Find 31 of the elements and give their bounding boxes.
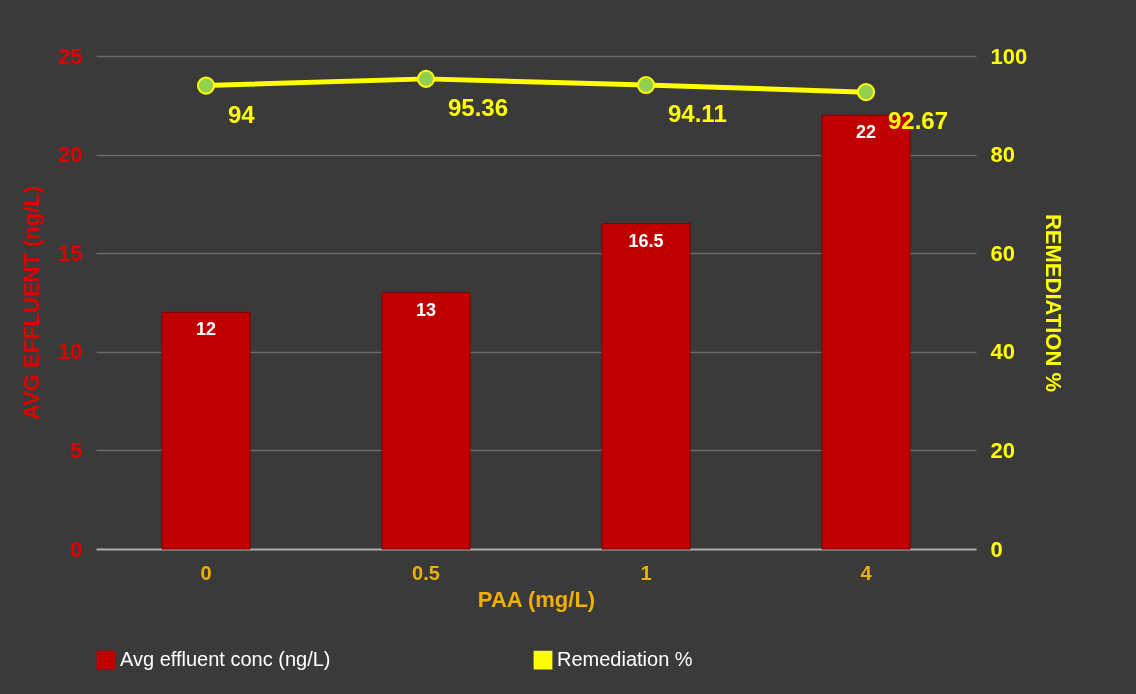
y2-tick-label: 60 bbox=[990, 240, 1015, 266]
data-label: 95.36 bbox=[448, 93, 509, 121]
data-label: 94 bbox=[228, 100, 256, 128]
y-tick-label: 10 bbox=[58, 339, 83, 365]
y-axis-title: AVG EFFLUENT (ng/L) bbox=[19, 185, 45, 421]
data-label: 94.11 bbox=[668, 100, 727, 128]
legend-label: Remediation % bbox=[557, 648, 693, 671]
data-label: 16.5 bbox=[628, 230, 664, 251]
y2-tick-label: 40 bbox=[990, 339, 1015, 365]
bar bbox=[161, 311, 251, 550]
y2-tick-label: 0 bbox=[990, 536, 1003, 562]
y2-axis-title: REMEDIATION % bbox=[1041, 213, 1067, 393]
y-tick-label: 0 bbox=[70, 536, 83, 562]
x-axis-title: PAA (mg/L) bbox=[477, 586, 596, 612]
data-label: 22 bbox=[855, 122, 877, 143]
bar bbox=[601, 223, 691, 550]
y-tick-label: 15 bbox=[58, 240, 83, 266]
y2-tick-label: 20 bbox=[990, 437, 1015, 463]
x-tick-label: 0 bbox=[200, 561, 212, 584]
x-tick-label: 1 bbox=[640, 561, 652, 584]
data-label: 12 bbox=[195, 319, 217, 340]
data-label: 13 bbox=[415, 299, 437, 320]
y-tick-label: 20 bbox=[58, 142, 83, 168]
y-tick-label: 25 bbox=[58, 43, 83, 69]
x-tick-label: 0.5 bbox=[412, 561, 440, 584]
y2-tick-label: 80 bbox=[990, 142, 1015, 168]
legend-label: Avg effluent conc (ng/L) bbox=[120, 648, 331, 671]
y2-tick-label: 100 bbox=[990, 43, 1028, 69]
y-tick-label: 5 bbox=[70, 437, 83, 463]
x-tick-label: 4 bbox=[860, 561, 873, 584]
bar bbox=[381, 292, 471, 550]
